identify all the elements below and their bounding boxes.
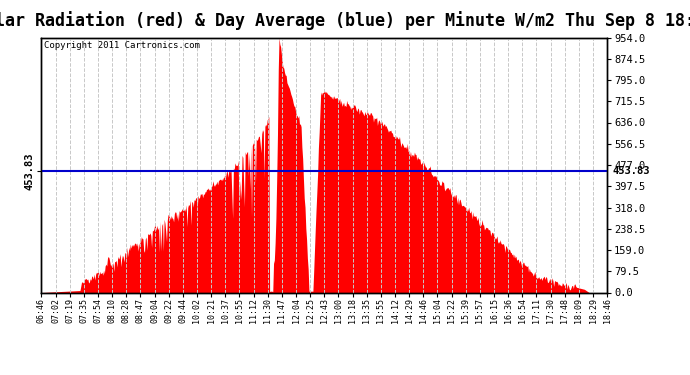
Text: Copyright 2011 Cartronics.com: Copyright 2011 Cartronics.com: [44, 41, 200, 50]
Text: 453.83: 453.83: [613, 166, 650, 176]
Text: Solar Radiation (red) & Day Average (blue) per Minute W/m2 Thu Sep 8 18:55: Solar Radiation (red) & Day Average (blu…: [0, 11, 690, 30]
